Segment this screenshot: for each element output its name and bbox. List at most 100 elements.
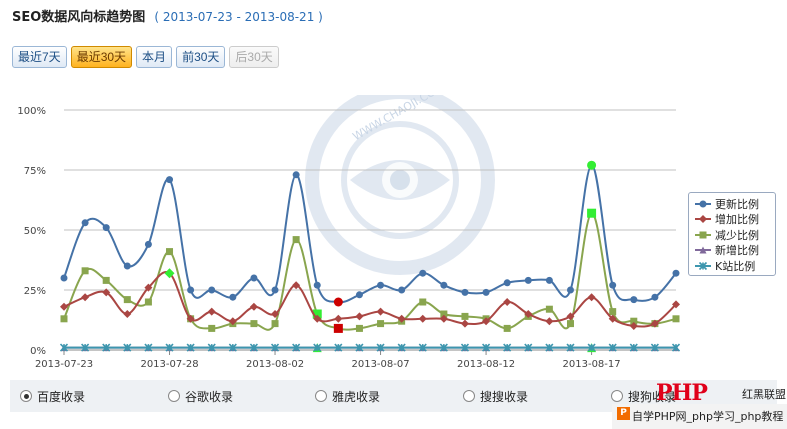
legend-swatch-marker xyxy=(699,246,707,254)
radio-yahoo-indicator[interactable] xyxy=(315,390,327,402)
data-point xyxy=(419,269,427,277)
chart-legend: 更新比例 增加比例 减少比例 新增比例 K站比例 xyxy=(688,192,776,276)
data-point xyxy=(608,314,617,323)
data-point xyxy=(123,310,132,318)
period-button-group: 最近7天 最近30天 本月 前30天 后30天 xyxy=(12,46,279,68)
this-month-button[interactable]: 本月 xyxy=(136,46,173,68)
data-point xyxy=(249,343,258,352)
data-point xyxy=(419,298,427,306)
data-point xyxy=(418,343,427,352)
data-point xyxy=(123,343,132,352)
x-tick-label: 2013-08-17 xyxy=(563,359,621,370)
site-brand: 红黑联盟 xyxy=(742,388,786,401)
last-7-days-button[interactable]: 最近7天 xyxy=(12,46,67,68)
legend-swatch xyxy=(695,231,711,239)
data-point xyxy=(440,310,448,318)
radio-google[interactable]: 谷歌收录 xyxy=(168,388,233,405)
data-point xyxy=(229,293,237,301)
data-point xyxy=(461,312,469,320)
data-point xyxy=(144,240,152,248)
radio-baidu-label: 百度收录 xyxy=(37,389,86,404)
previous-30-days-button[interactable]: 前30天 xyxy=(176,46,226,68)
legend-label: K站比例 xyxy=(715,259,756,273)
legend-swatch xyxy=(695,246,711,254)
y-tick-label: 75% xyxy=(24,166,46,177)
data-point xyxy=(545,317,554,326)
legend-swatch xyxy=(695,215,711,224)
data-point xyxy=(144,298,152,306)
radio-yahoo[interactable]: 雅虎收录 xyxy=(315,388,380,405)
legend-item-4[interactable]: 新增比例 xyxy=(695,243,769,259)
data-point xyxy=(207,307,216,316)
x-axis: 2013-07-23 2013-07-28 2013-08-02 2013-08-07… xyxy=(35,349,676,370)
x-tick-label: 2013-08-12 xyxy=(457,359,515,370)
radio-baidu-indicator[interactable] xyxy=(20,390,32,402)
data-point xyxy=(672,315,680,323)
data-point xyxy=(439,343,448,352)
radio-google-indicator[interactable] xyxy=(168,390,180,402)
data-point xyxy=(312,309,322,319)
data-point xyxy=(271,310,280,318)
data-point xyxy=(270,343,280,352)
data-point xyxy=(164,268,175,279)
data-point xyxy=(292,281,301,290)
data-point xyxy=(59,343,69,352)
legend-item-5[interactable]: K站比例 xyxy=(695,258,769,274)
date-range: ( 2013-07-23 - 2013-08-21 ) xyxy=(154,10,323,24)
data-point xyxy=(250,274,258,282)
data-point xyxy=(376,343,385,352)
data-point xyxy=(524,276,532,284)
page-title: SEO数据风向标趋势图 xyxy=(12,10,146,25)
radio-sogou-indicator[interactable] xyxy=(611,390,623,402)
data-point xyxy=(355,324,363,332)
radio-soso-indicator[interactable] xyxy=(463,390,475,402)
data-point xyxy=(334,343,343,352)
data-point xyxy=(398,286,406,294)
legend-item-3[interactable]: 减少比例 xyxy=(695,227,769,243)
radio-baidu[interactable]: 百度收录 xyxy=(20,388,85,405)
data-point xyxy=(608,343,617,352)
data-point xyxy=(208,324,216,332)
data-point xyxy=(81,343,90,352)
data-point xyxy=(461,288,469,296)
data-point xyxy=(208,286,216,294)
data-point xyxy=(503,324,511,332)
data-point xyxy=(228,343,237,352)
data-point xyxy=(102,224,110,232)
data-point xyxy=(566,286,574,294)
data-point xyxy=(629,343,638,352)
x-tick-label: 2013-07-28 xyxy=(140,359,198,370)
legend-label: 新增比例 xyxy=(715,244,759,258)
legend-label: 增加比例 xyxy=(715,213,759,227)
series-line xyxy=(63,271,677,328)
header: SEO数据风向标趋势图 ( 2013-07-23 - 2013-08-21 ) xyxy=(12,6,323,26)
data-point xyxy=(81,293,90,302)
data-point xyxy=(292,171,300,179)
watermark-caption: 自学PHP网_php学习_php教程 xyxy=(632,410,784,423)
data-point xyxy=(102,276,110,284)
data-point xyxy=(439,314,448,323)
data-point xyxy=(250,320,258,328)
data-point xyxy=(397,314,406,323)
data-point xyxy=(672,300,680,309)
data-point xyxy=(355,343,364,352)
legend-item-1[interactable]: 更新比例 xyxy=(695,196,769,212)
legend-item-2[interactable]: 增加比例 xyxy=(695,212,769,228)
data-point xyxy=(587,208,597,218)
legend-swatch-marker xyxy=(699,200,707,208)
data-point xyxy=(355,291,363,299)
data-point xyxy=(186,343,195,352)
data-point xyxy=(630,317,638,325)
last-30-days-button[interactable]: 最近30天 xyxy=(70,46,133,68)
data-point xyxy=(418,314,427,323)
data-point xyxy=(524,343,533,352)
data-point xyxy=(60,315,68,323)
radio-sogou[interactable]: 搜狗收录 xyxy=(611,388,676,405)
radio-sogou-label: 搜狗收录 xyxy=(628,389,677,404)
radio-soso[interactable]: 搜搜收录 xyxy=(463,388,528,405)
data-point xyxy=(271,286,279,294)
data-point xyxy=(672,269,680,277)
data-point xyxy=(566,343,575,352)
radio-soso-label: 搜搜收录 xyxy=(480,389,529,404)
next-30-days-button[interactable]: 后30天 xyxy=(229,46,279,68)
